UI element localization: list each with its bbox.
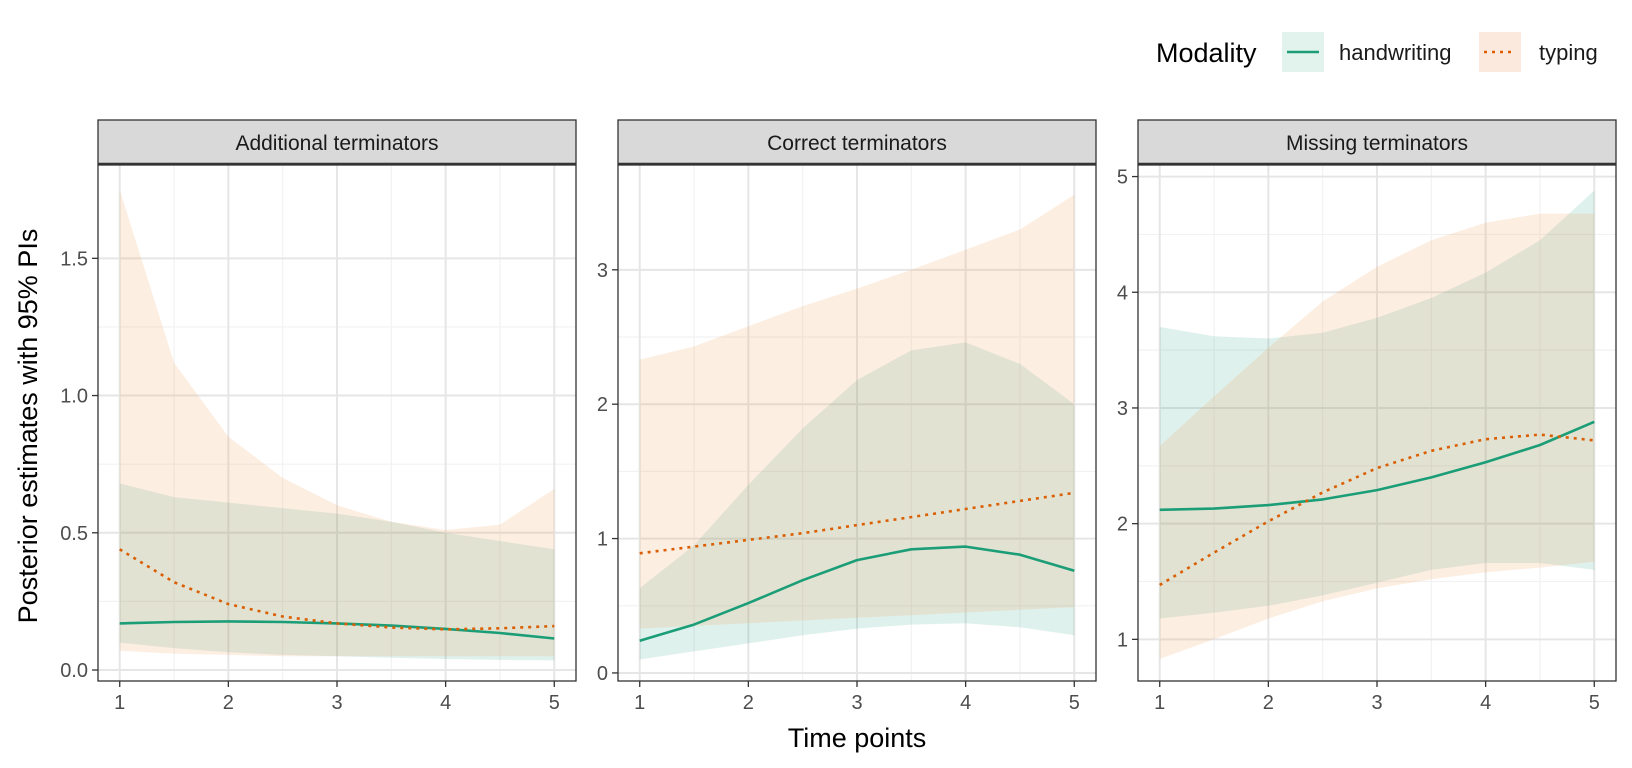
series-line-typing bbox=[119, 548, 555, 631]
interval-band-typing bbox=[1159, 213, 1595, 659]
legend-label-typing: typing bbox=[1539, 40, 1598, 65]
y-tick-label: 0.0 bbox=[60, 660, 88, 682]
series-line-handwriting bbox=[1159, 420, 1595, 512]
facet-strip bbox=[1137, 119, 1617, 165]
legend-key-typing bbox=[1479, 32, 1521, 72]
x-tick-label: 2 bbox=[223, 692, 234, 714]
x-tick-label: 4 bbox=[960, 692, 971, 714]
interval-band-typing bbox=[639, 194, 1075, 629]
x-tick-label: 1 bbox=[114, 692, 125, 714]
x-tick-label: 2 bbox=[743, 692, 754, 714]
y-axis-title: Posterior estimates with 95% PIs bbox=[13, 229, 43, 624]
x-tick-label: 5 bbox=[1069, 692, 1080, 714]
y-tick-label: 1.5 bbox=[60, 248, 88, 270]
x-tick-label: 5 bbox=[1589, 692, 1600, 714]
panel-missing-terminators: Missing terminators 1 2 3 4 5 1 2 3 4 5 bbox=[1117, 119, 1617, 714]
legend-title: Modality bbox=[1156, 38, 1257, 68]
x-tick-label: 4 bbox=[1480, 692, 1491, 714]
x-tick-label: 3 bbox=[331, 692, 342, 714]
y-tick-label: 1 bbox=[597, 529, 608, 551]
y-tick-label: 5 bbox=[1117, 167, 1128, 189]
x-tick-label: 1 bbox=[1154, 692, 1165, 714]
panel-correct-terminators: Correct terminators 0 1 2 3 1 2 3 4 5 bbox=[597, 119, 1097, 714]
legend-label-handwriting: handwriting bbox=[1339, 40, 1452, 65]
facet-title: Missing terminators bbox=[1286, 132, 1468, 155]
x-axis-title: Time points bbox=[788, 723, 927, 753]
y-tick-label: 1.0 bbox=[60, 386, 88, 408]
y-tick-label: 2 bbox=[597, 394, 608, 416]
x-tick-label: 4 bbox=[440, 692, 451, 714]
facet-strip bbox=[617, 119, 1097, 165]
y-tick-label: 4 bbox=[1117, 282, 1128, 304]
x-tick-label: 2 bbox=[1263, 692, 1274, 714]
series-line-handwriting bbox=[639, 545, 1075, 642]
y-tick-label: 1 bbox=[1117, 629, 1128, 651]
legend-key-handwriting bbox=[1282, 32, 1324, 72]
x-tick-label: 3 bbox=[851, 692, 862, 714]
interval-band-handwriting bbox=[639, 342, 1075, 660]
interval-band-handwriting bbox=[1159, 190, 1595, 619]
y-tick-label: 0.5 bbox=[60, 523, 88, 545]
facet-title: Additional terminators bbox=[235, 132, 438, 155]
x-tick-label: 3 bbox=[1371, 692, 1382, 714]
interval-band-typing bbox=[119, 189, 555, 657]
series-line-typing bbox=[639, 491, 1075, 555]
y-tick-label: 2 bbox=[1117, 514, 1128, 536]
facet-strip bbox=[97, 119, 577, 165]
facet-title: Correct terminators bbox=[767, 132, 947, 155]
x-tick-label: 5 bbox=[549, 692, 560, 714]
panel-additional-terminators: Additional terminators 0.0 0.5 1.0 1.5 1 2 3 4 5 bbox=[60, 119, 577, 714]
y-tick-label: 3 bbox=[1117, 398, 1128, 420]
interval-band-handwriting bbox=[119, 483, 555, 661]
x-tick-label: 1 bbox=[634, 692, 645, 714]
y-tick-label: 0 bbox=[597, 663, 608, 685]
legend: Modality handwriting typing bbox=[1156, 32, 1598, 72]
y-tick-label: 3 bbox=[597, 260, 608, 282]
